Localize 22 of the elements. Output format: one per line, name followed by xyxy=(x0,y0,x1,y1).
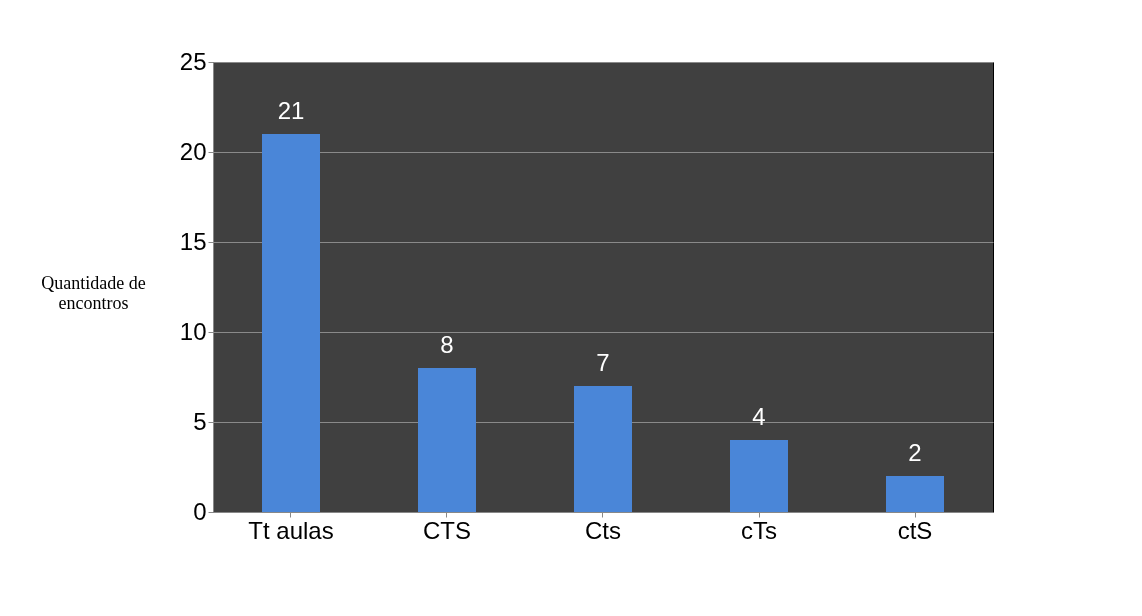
x-tick-label: ctS xyxy=(897,516,933,544)
data-label: 4 xyxy=(752,403,766,430)
x-tick-label: Tt aulas xyxy=(248,516,334,544)
x-tick-label: Cts xyxy=(585,516,621,544)
bar xyxy=(574,386,632,512)
data-label: 2 xyxy=(908,439,922,466)
y-tick-label: 10 xyxy=(179,317,207,345)
bar xyxy=(730,440,788,512)
y-tick-label: 0 xyxy=(193,497,207,525)
data-label: 8 xyxy=(440,331,454,358)
x-tick-label: CTS xyxy=(423,516,471,544)
y-tick-label: 25 xyxy=(179,47,207,75)
y-tick-label: 15 xyxy=(179,227,207,255)
y-axis-title: Quantidade de encontros xyxy=(41,272,146,313)
bar xyxy=(886,476,944,512)
bar xyxy=(418,368,476,512)
y-tick-label: 5 xyxy=(193,407,207,435)
bar xyxy=(262,134,320,512)
y-tick-label: 20 xyxy=(179,137,207,165)
x-tick-label: cTs xyxy=(741,516,777,544)
data-label: 21 xyxy=(277,97,305,124)
data-label: 7 xyxy=(596,349,610,376)
